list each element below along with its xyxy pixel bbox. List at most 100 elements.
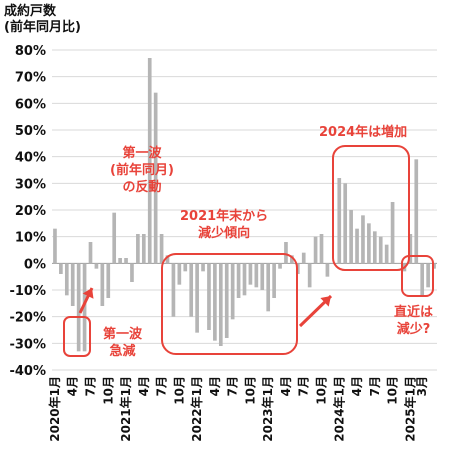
x-tick-label-20: 2025年1月	[402, 376, 417, 442]
bar-48	[337, 178, 342, 264]
y-tick-label: -40%	[9, 364, 46, 379]
bar-38	[278, 263, 282, 269]
x-tick-label-5: 4月	[137, 376, 151, 396]
decline-box	[161, 253, 298, 355]
bar-29	[224, 263, 229, 338]
bar-45	[319, 234, 324, 264]
bar-34	[254, 263, 259, 288]
bar-43	[307, 263, 312, 288]
bar-33	[248, 263, 253, 285]
y-tick-label: 0%	[24, 257, 46, 272]
x-tick-label-18: 7月	[368, 376, 382, 396]
y-tick-label: 30%	[15, 177, 46, 192]
y-axis-title: 成約戸数 (前年同月比)	[4, 4, 81, 36]
annotation-first-wave-line1: 第一波	[103, 327, 143, 342]
bar-24	[195, 263, 199, 333]
first-wave-box	[63, 316, 91, 357]
x-tick-label-10: 7月	[226, 376, 240, 396]
annotation-rebound-line1: 第一波	[122, 146, 162, 161]
bar-3	[70, 263, 75, 306]
bar-7	[94, 263, 99, 269]
y-tick-label: -20%	[9, 311, 46, 326]
bar-40	[290, 255, 294, 264]
annotation-decline: 2021年末から 減少傾向	[180, 208, 268, 242]
bar-30	[230, 263, 235, 320]
x-tick-label-0: 2020年1月	[47, 376, 62, 442]
bar-44	[313, 236, 318, 264]
bar-5	[82, 263, 87, 352]
bar-62	[420, 263, 425, 296]
y-axis-title-line1: 成約戸数	[4, 4, 57, 19]
bar-6	[88, 242, 93, 264]
bar-15	[141, 234, 146, 264]
annotation-recent-line2: 減少?	[396, 322, 431, 337]
bar-63	[426, 263, 430, 288]
annotation-rebound-line3: の反動	[122, 180, 162, 195]
bar-22	[183, 263, 188, 272]
bar-35	[260, 263, 265, 290]
annotation-increase: 2024年は増加	[319, 124, 407, 141]
recent-box	[401, 255, 434, 297]
x-tick-label-6: 7月	[155, 376, 169, 396]
bar-12	[124, 258, 128, 264]
bar-31	[236, 263, 241, 298]
bar-20	[171, 263, 176, 317]
y-tick-label: -30%	[9, 337, 46, 352]
x-tick-label-15: 10月	[315, 376, 329, 405]
x-tick-label-19: 10月	[386, 376, 400, 405]
x-tick-label-16: 2024年1月	[331, 376, 346, 442]
x-tick-label-13: 4月	[279, 376, 293, 396]
bar-50	[349, 210, 353, 264]
y-tick-label: 60%	[15, 97, 46, 112]
bar-28	[218, 263, 223, 346]
x-tick-label-11: 10月	[243, 376, 257, 405]
annotation-decline-line1: 2021年末から	[180, 209, 269, 224]
bar-57	[390, 202, 395, 264]
bar-2	[64, 263, 69, 296]
bar-10	[112, 212, 117, 264]
y-tick-label: 40%	[15, 151, 46, 166]
annotation-recent: 直近は 減少?	[394, 304, 433, 338]
bar-13	[130, 263, 134, 282]
x-tick-label-9: 4月	[208, 376, 222, 396]
increase-arrow-head	[320, 296, 331, 307]
annotation-decline-line2: 減少傾向	[198, 226, 251, 241]
bar-64	[432, 263, 436, 269]
increase-box	[332, 145, 410, 271]
y-tick-label: 70%	[15, 71, 46, 86]
bar-55	[378, 236, 383, 264]
y-tick-label: 10%	[15, 231, 46, 246]
bar-25	[201, 263, 205, 272]
bar-0	[53, 228, 57, 264]
bar-51	[355, 228, 359, 264]
bar-4	[76, 263, 81, 352]
bar-32	[242, 263, 247, 296]
bar-21	[177, 263, 182, 285]
bar-54	[372, 231, 377, 264]
x-tick-label-8: 2022年1月	[189, 376, 204, 442]
bar-60	[408, 234, 413, 264]
x-axis-labels: 2020年1月 4月 7月 10月 2021年1月 4月 7月 10月 2022年1月 4月 7月 1…	[47, 376, 429, 442]
bar-52	[361, 215, 365, 264]
bar-16	[147, 58, 152, 264]
bar-53	[367, 223, 371, 264]
bar-37	[272, 263, 276, 298]
bar-17	[153, 92, 158, 264]
bar-61	[414, 159, 419, 264]
x-tick-label-12: 2023年1月	[260, 376, 275, 442]
rebound-arrow-head	[82, 288, 94, 299]
bars	[53, 58, 436, 352]
x-tick-label-14: 7月	[297, 376, 311, 396]
x-tick-label-7: 10月	[172, 376, 186, 405]
annotation-rebound: 第一波 (前年同月) の反動	[110, 145, 174, 196]
bar-56	[384, 244, 389, 264]
annotation-recent-line1: 直近は	[394, 305, 434, 320]
bar-8	[100, 263, 105, 306]
bar-18	[159, 234, 164, 264]
bar-11	[118, 258, 122, 264]
bar-36	[266, 263, 271, 312]
y-tick-label: 50%	[15, 124, 46, 139]
y-tick-label: 80%	[15, 44, 46, 59]
bar-1	[59, 263, 63, 274]
